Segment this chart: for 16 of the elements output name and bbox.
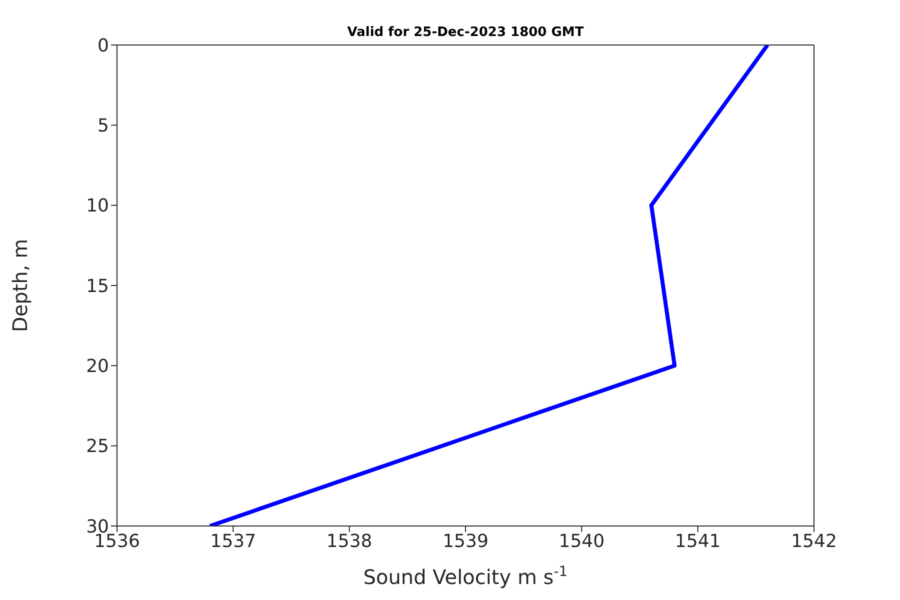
x-tick-label: 1540 xyxy=(558,530,605,552)
chart-title: Valid for 25-Dec-2023 1800 GMT xyxy=(346,25,585,40)
y-tick-label: 15 xyxy=(86,276,109,297)
x-axis-title: Sound Velocity m s$^{-1}$ xyxy=(363,564,568,589)
x-tick-label: 1537 xyxy=(210,530,256,552)
x-tick-label: 1539 xyxy=(442,530,488,552)
y-tick-label: 25 xyxy=(86,436,109,458)
x-tick-label: 1541 xyxy=(674,530,721,552)
line-series xyxy=(208,45,770,526)
y-axis-title: Depth, m xyxy=(8,238,32,332)
y-tick-label: 5 xyxy=(98,116,109,137)
x-tick-label: 1542 xyxy=(791,530,837,552)
y-tick-label: 20 xyxy=(86,356,109,378)
x-tick-label: 1538 xyxy=(326,530,372,552)
y-tick-label: 0 xyxy=(98,35,109,56)
y-tick-label: 10 xyxy=(86,196,109,217)
